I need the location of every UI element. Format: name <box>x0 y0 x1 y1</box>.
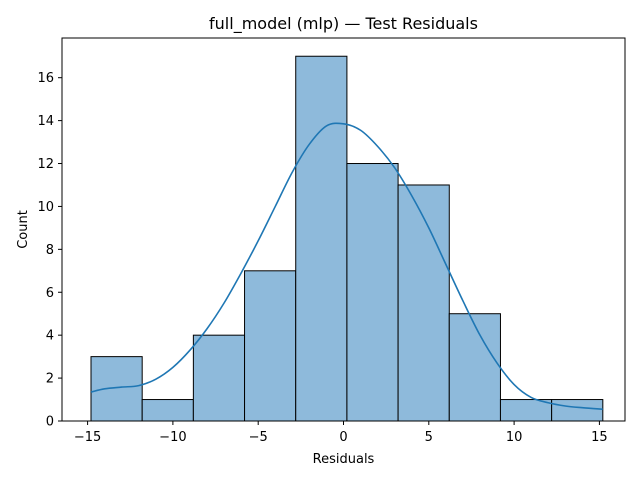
histogram-bar <box>397 184 450 422</box>
histogram-bar <box>244 270 297 422</box>
chart-title: full_model (mlp) — Test Residuals <box>209 14 478 34</box>
y-tick-label: 0 <box>46 415 54 430</box>
y-tick-label: 2 <box>46 372 54 387</box>
x-tick-label: 5 <box>425 430 433 445</box>
y-tick-label: 14 <box>37 114 54 129</box>
kde-curve <box>90 122 603 410</box>
histogram-bar <box>499 399 553 422</box>
x-tick-label: −5 <box>249 430 268 445</box>
histogram-bars <box>90 55 604 422</box>
histogram-bar <box>346 163 399 422</box>
x-tick-label: 10 <box>506 430 523 445</box>
y-tick-label: 16 <box>37 71 54 86</box>
histogram-bar <box>90 356 143 422</box>
x-axis-label: Residuals <box>313 452 375 467</box>
y-tick-label: 8 <box>46 243 54 258</box>
y-tick-label: 10 <box>37 200 54 215</box>
x-tick-label: −15 <box>74 430 101 445</box>
histogram-bar <box>448 313 501 422</box>
y-axis-label: Count <box>16 210 31 249</box>
histogram-bar <box>192 334 246 422</box>
histogram-bar <box>295 55 348 422</box>
y-axis-ticks: 0 2 4 6 8 10 12 14 16 <box>37 71 62 430</box>
histogram-bar <box>551 399 604 422</box>
x-tick-label: 15 <box>591 430 608 445</box>
y-tick-label: 6 <box>46 286 54 301</box>
histogram-bar <box>141 399 194 422</box>
x-tick-label: 0 <box>339 430 347 445</box>
y-tick-label: 12 <box>37 157 54 172</box>
y-tick-label: 4 <box>46 329 54 344</box>
x-tick-label: −10 <box>159 430 186 445</box>
x-axis-ticks: −15 −10 −5 0 5 10 15 <box>74 421 608 445</box>
